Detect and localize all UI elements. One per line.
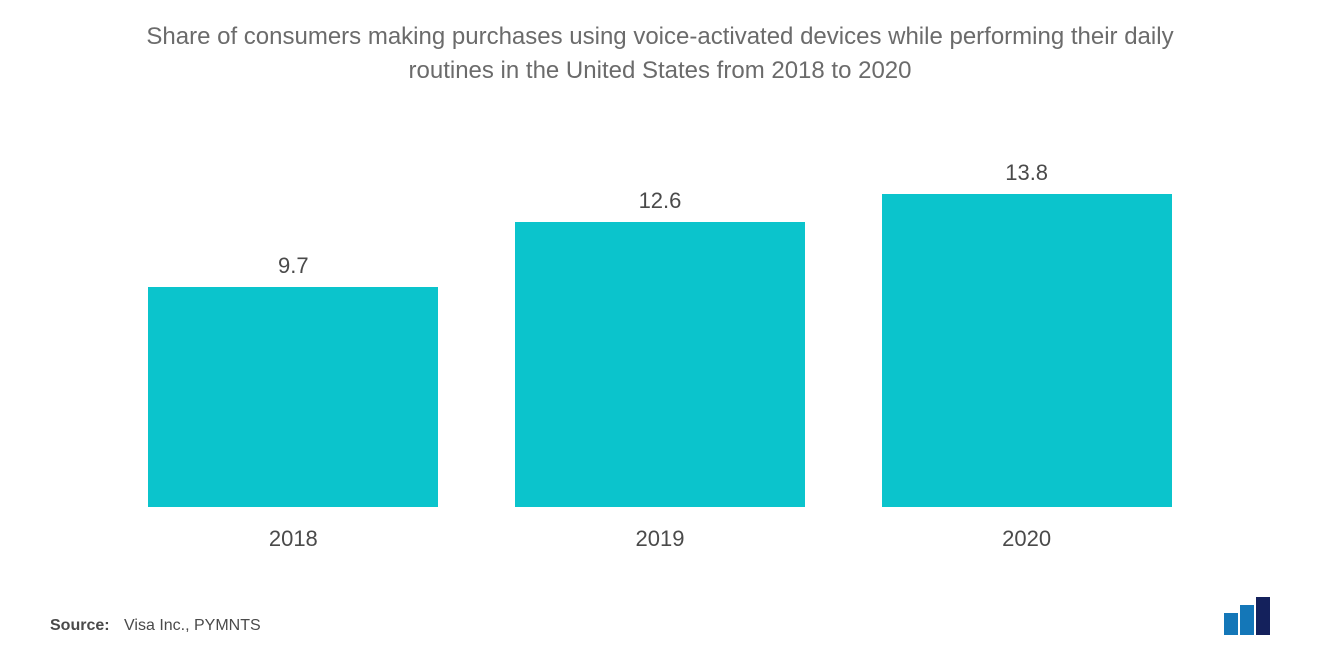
- bar-group-1: 12.6: [515, 188, 805, 508]
- bar-value-label: 9.7: [278, 253, 309, 279]
- chart-title: Share of consumers making purchases usin…: [110, 20, 1210, 87]
- chart-container: Share of consumers making purchases usin…: [0, 0, 1320, 665]
- logo-bar-1: [1224, 613, 1238, 635]
- bar-value-label: 12.6: [639, 188, 682, 214]
- source-label: Source:: [50, 617, 110, 634]
- logo-bar-2: [1240, 605, 1254, 635]
- bar-group-2: 13.8: [882, 160, 1172, 507]
- x-axis-labels: 2018 2019 2020: [50, 507, 1270, 552]
- bar-2: [882, 194, 1172, 507]
- bar-0: [148, 287, 438, 507]
- bar-1: [515, 222, 805, 508]
- source-text: Visa Inc., PYMNTS: [124, 617, 261, 634]
- x-label-0: 2018: [148, 526, 438, 552]
- chart-plot-area: 9.7 12.6 13.8: [50, 127, 1270, 507]
- source-citation: Source: Visa Inc., PYMNTS: [50, 617, 261, 635]
- bar-value-label: 13.8: [1005, 160, 1048, 186]
- chart-footer: Source: Visa Inc., PYMNTS: [50, 597, 1270, 635]
- x-label-1: 2019: [515, 526, 805, 552]
- x-label-2: 2020: [882, 526, 1172, 552]
- brand-logo-icon: [1224, 597, 1270, 635]
- logo-bar-3: [1256, 597, 1270, 635]
- bar-group-0: 9.7: [148, 253, 438, 507]
